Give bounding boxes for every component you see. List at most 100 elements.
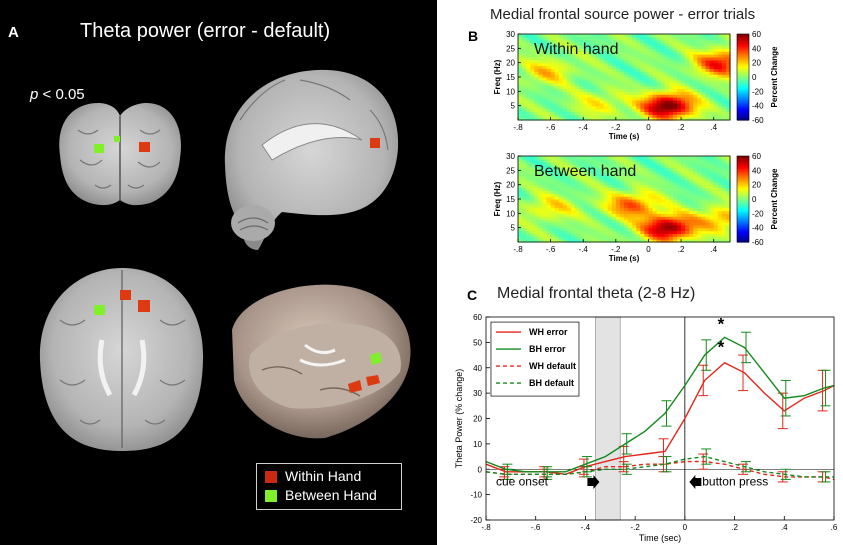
heatmap-cell [652, 236, 658, 240]
heatmap-cell [558, 51, 564, 55]
heatmap-cell [697, 224, 703, 229]
heatmap-cell [681, 156, 686, 160]
heatmap-cell [542, 156, 548, 160]
heatmap-cell [542, 88, 548, 92]
heatmap-cell [697, 77, 703, 81]
heatmap-cell [660, 48, 666, 52]
heatmap-cell [611, 51, 617, 55]
heatmap-cell [664, 227, 670, 232]
heatmap-cell [717, 82, 723, 87]
heatmap-cell [624, 204, 629, 209]
heatmap-cell [725, 230, 731, 234]
heatmap-cell [558, 170, 564, 174]
heatmap-cell [526, 161, 531, 166]
heatmap-cell [530, 199, 535, 203]
heatmap-cell [709, 77, 715, 81]
heatmap-cell [721, 178, 727, 183]
heatmap-cell [518, 156, 523, 160]
heatmap-cell [538, 36, 544, 41]
heatmap-cell [697, 114, 703, 118]
heatmap-cell [660, 161, 666, 166]
heatmap-cell [717, 193, 723, 197]
heatmap-cell [611, 233, 617, 237]
heatmap-cell [526, 173, 531, 177]
heatmap-cell [664, 236, 670, 240]
heatmap-cell [709, 230, 715, 234]
heatmap-cell [599, 68, 605, 72]
heatmap-cell [636, 91, 641, 95]
heatmap-cell [644, 36, 650, 41]
heatmap-cell [660, 54, 666, 58]
heatmap-cell [685, 36, 690, 41]
heatmap-cell [652, 158, 658, 163]
heatmap-cell [579, 94, 584, 98]
heatmap-cell [615, 196, 621, 200]
heatmap-cell [685, 105, 690, 110]
heatmap-cell [591, 117, 597, 121]
heatmap-cell [709, 48, 715, 52]
heatmap-cell [571, 48, 576, 52]
heatmap-cell [685, 176, 690, 180]
heatmap-cell [681, 62, 686, 67]
heatmap-cell [534, 213, 539, 217]
heatmap-cell [689, 233, 694, 237]
heatmap-cell [562, 77, 568, 81]
heatmap-cell [713, 201, 719, 206]
heatmap-cell [660, 105, 666, 110]
heatmap-cell [644, 233, 650, 237]
heatmap-cell [640, 190, 645, 194]
heatmap-cell [607, 62, 613, 67]
heatmap-cell [636, 221, 641, 226]
heatmap-cell [705, 56, 711, 61]
colorbar-segment [737, 115, 749, 118]
heatmap-cell [554, 190, 560, 194]
heatmap-cell [603, 54, 609, 58]
heatmap-cell [542, 65, 548, 69]
heatmap-cell [689, 77, 694, 81]
heatmap-cell [518, 158, 523, 163]
heatmap-cell [640, 224, 645, 229]
heatmap-cell [619, 216, 625, 220]
heatmap-cell [717, 68, 723, 72]
heatmap-cell [554, 210, 560, 214]
heatmap-cell [636, 173, 641, 177]
heatmap-cell [599, 233, 605, 237]
heatmap-cell [599, 173, 605, 177]
heatmap-cell [664, 196, 670, 200]
heatmap-cell [640, 173, 645, 177]
heatmap-cell [709, 156, 715, 160]
heatmap-cell [599, 117, 605, 121]
heatmap-cell [636, 184, 641, 189]
heatmap-cell [522, 102, 527, 107]
heatmap-cell [558, 173, 564, 177]
heatmap-cell [701, 74, 707, 78]
heatmap-cell [603, 48, 609, 52]
heatmap-cell [575, 233, 580, 237]
heatmap-cell [558, 199, 564, 203]
heatmap-cell [607, 82, 613, 87]
heatmap-cell [579, 88, 584, 92]
heatmap-cell [717, 221, 723, 226]
heatmap-cell [681, 117, 686, 121]
heatmap-cell [619, 39, 625, 44]
heatmap-cell [518, 221, 523, 226]
heatmap-cell [648, 219, 654, 223]
heatmap-cell [636, 181, 641, 186]
heatmap-cell [632, 236, 637, 240]
heatmap-cell [550, 54, 556, 58]
heatmap-cell [538, 88, 544, 92]
heatmap-cell [705, 48, 711, 52]
y-tick-label: 20 [506, 181, 515, 190]
colorbar-segment [737, 209, 749, 212]
heatmap-cell [583, 51, 588, 55]
colorbar-segment [737, 180, 749, 183]
y-tick-label: 25 [506, 44, 515, 53]
heatmap-cell [603, 204, 609, 209]
heatmap-cell [685, 184, 690, 189]
heatmap-cell [554, 221, 560, 226]
heatmap-cell [701, 193, 707, 197]
heatmap-cell [607, 164, 613, 169]
heatmap-cell [526, 48, 531, 52]
heatmap-cell [636, 42, 641, 47]
heatmap-cell [526, 108, 531, 112]
